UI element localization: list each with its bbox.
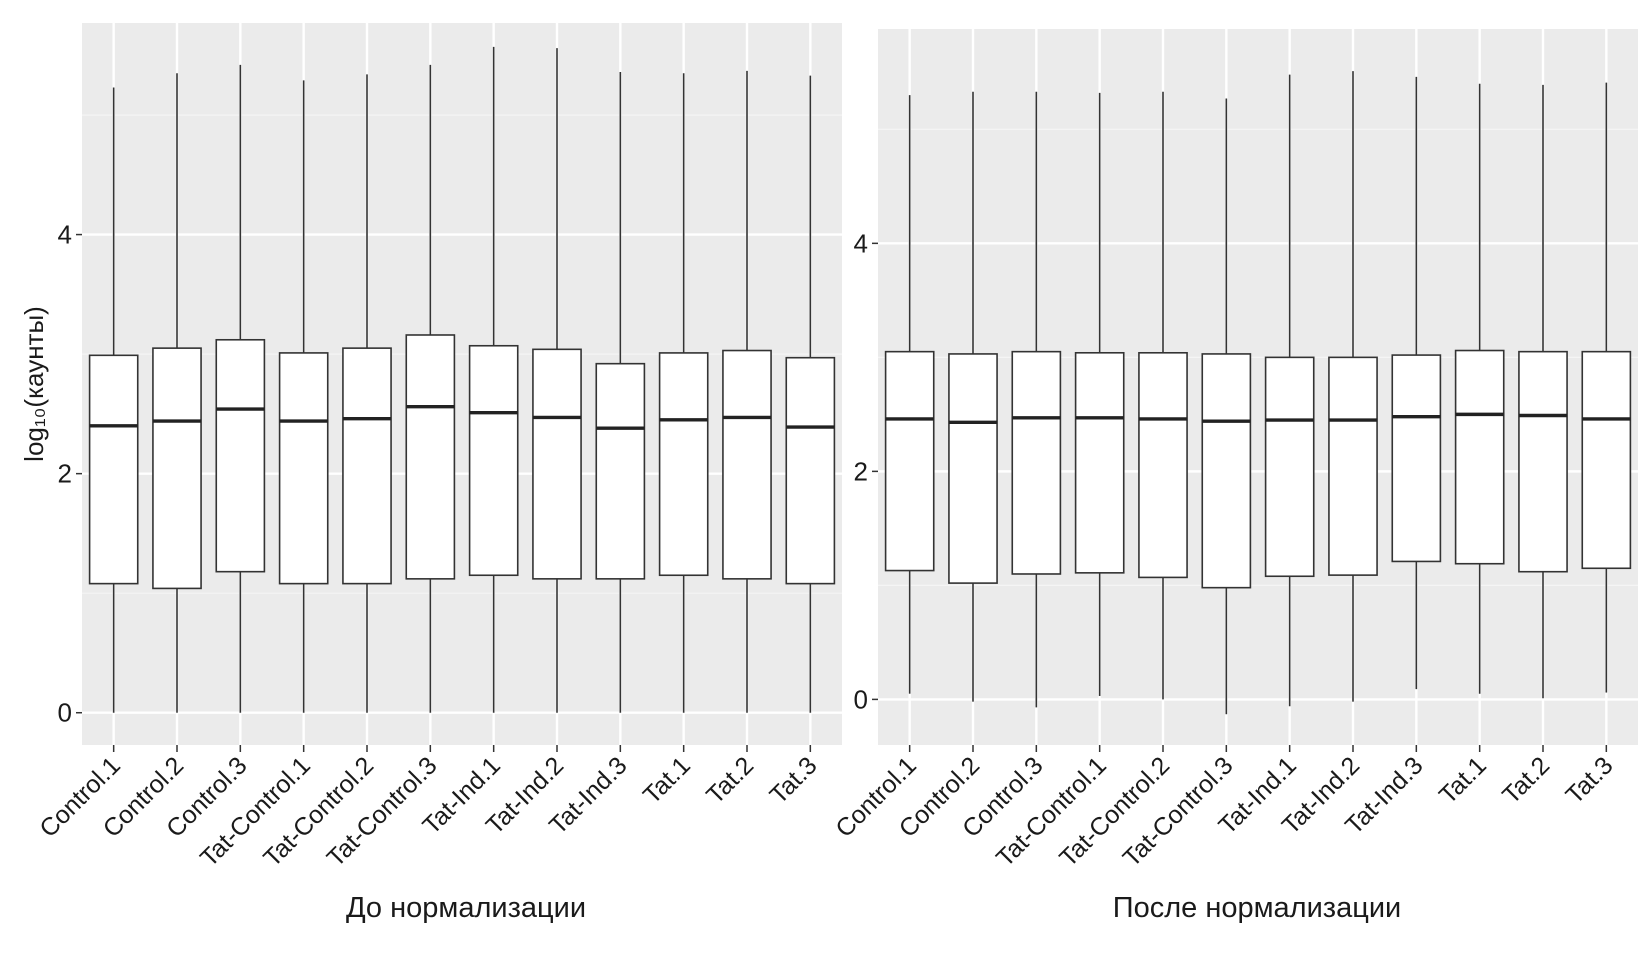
y-tick-label: 2 — [854, 456, 868, 486]
box-body — [1138, 351, 1188, 579]
y-tick-label: 0 — [58, 698, 72, 728]
box-Tat-Control.3 — [405, 64, 456, 713]
box-Tat-Control.1 — [1074, 92, 1125, 696]
box-Control.1 — [884, 95, 935, 694]
y-tick-label: 0 — [854, 684, 868, 714]
y-tick-label: 2 — [58, 459, 72, 489]
box-Tat.2 — [1518, 84, 1568, 699]
box-Tat-Ind.2 — [1328, 71, 1378, 702]
box-body — [278, 352, 329, 585]
box-body — [342, 347, 392, 585]
box-body — [215, 338, 266, 573]
box-Tat.1 — [1454, 83, 1505, 694]
box-body — [1264, 356, 1315, 578]
box-body — [785, 356, 836, 585]
x-tick-label: Tat.2 — [701, 751, 759, 809]
box-Tat-Control.3 — [1201, 98, 1252, 715]
box-body — [88, 354, 139, 585]
box-body — [658, 352, 709, 577]
box-body — [722, 349, 772, 580]
y-tick-label: 4 — [58, 220, 72, 250]
box-Control.3 — [1011, 91, 1062, 708]
box-Tat-Control.2 — [342, 74, 392, 713]
x-tick-label: Tat.3 — [764, 751, 822, 809]
box-Tat-Ind.3 — [1391, 76, 1442, 690]
box-Control.2 — [152, 73, 202, 713]
x-axis-title: До нормализации — [346, 892, 586, 924]
x-tick-label: Tat.1 — [638, 751, 696, 809]
box-body — [1328, 356, 1378, 576]
box-body — [532, 348, 582, 580]
x-tick-label: Tat.1 — [1434, 751, 1492, 809]
box-body — [884, 350, 935, 572]
panel-1: 024Control.1Control.2Control.3Tat-Contro… — [34, 23, 842, 924]
box-body — [1011, 350, 1062, 575]
box-Tat.1 — [658, 73, 709, 713]
x-axis-title: После нормализации — [1113, 892, 1401, 924]
panel-background — [878, 29, 1638, 745]
panel-2: 024Control.1Control.2Control.3Tat-Contro… — [830, 29, 1638, 924]
box-Tat.3 — [1581, 82, 1632, 693]
box-body — [948, 353, 998, 584]
box-Tat-Control.1 — [278, 80, 329, 713]
box-Control.2 — [948, 91, 998, 702]
panel-background — [82, 23, 842, 745]
box-body — [595, 362, 646, 580]
box-Tat-Ind.3 — [595, 72, 646, 713]
box-Tat-Ind.2 — [532, 48, 582, 713]
box-body — [1201, 353, 1252, 589]
box-body — [1391, 354, 1442, 563]
box-body — [152, 347, 202, 590]
box-Tat.2 — [722, 70, 772, 713]
y-tick-label: 4 — [854, 228, 868, 258]
box-Tat-Ind.1 — [1264, 74, 1315, 707]
box-body — [1074, 351, 1125, 574]
x-tick-label: Tat.2 — [1497, 751, 1555, 809]
box-Tat-Ind.1 — [468, 46, 519, 713]
box-Tat-Control.2 — [1138, 91, 1188, 700]
box-body — [468, 344, 519, 577]
box-Control.3 — [215, 64, 266, 713]
box-Control.1 — [88, 87, 139, 713]
box-body — [1518, 350, 1568, 573]
box-body — [1454, 349, 1505, 565]
box-body — [1581, 350, 1632, 570]
box-body — [405, 334, 456, 580]
y-axis-title: log₁₀(каунты) — [19, 306, 49, 462]
box-Tat.3 — [785, 75, 836, 713]
x-tick-label: Tat.3 — [1560, 751, 1618, 809]
